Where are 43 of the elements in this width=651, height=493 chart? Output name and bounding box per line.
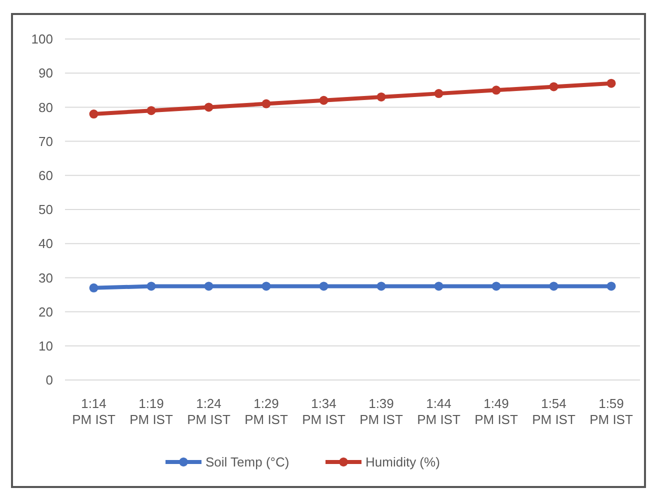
point [492,282,501,291]
legend-label: Soil Temp (°C) [206,454,290,470]
x-tick-label: 1:49 PM IST [474,396,518,427]
y-tick-label: 40 [38,236,53,252]
point [492,86,501,95]
x-tick-label: 1:44 PM IST [417,396,460,427]
point [606,78,616,88]
y-tick-label: 70 [38,134,53,149]
y-tick-label: 0 [46,372,53,388]
y-tick-label: 20 [38,304,53,320]
y-tick-label: 10 [38,338,53,354]
point [434,89,444,98]
legend-label: Humidity (%) [366,454,440,470]
point [434,282,444,291]
point [606,282,616,291]
point [549,282,558,291]
y-tick-label: 30 [38,270,53,286]
point [549,82,558,92]
point [204,102,214,112]
point [89,110,98,119]
y-tick-label: 90 [38,66,53,81]
x-tick-label: 1:34 PM IST [302,396,346,427]
x-tick-label: 1:29 PM IST [244,396,288,427]
point [146,106,156,116]
point [319,96,328,105]
y-tick-label: 50 [38,202,53,218]
y-tick-label: 80 [38,100,53,115]
point [376,92,386,102]
point [204,282,214,291]
x-tick-label: 1:54 PM IST [532,396,576,427]
point [376,282,386,291]
x-tick-label: 1:59 PM IST [590,396,633,427]
y-tick-label: 100 [31,32,53,47]
point [89,283,98,292]
x-tick-label: 1:14 PM IST [72,396,116,427]
x-tick-label: 1:19 PM IST [130,396,173,427]
point [262,282,271,291]
point [319,282,328,291]
x-tick-label: 1:24 PM IST [187,396,230,427]
x-tick-label: 1:39 PM IST [360,396,403,427]
y-tick-label: 60 [38,168,53,183]
point [146,282,156,291]
point [262,99,271,108]
